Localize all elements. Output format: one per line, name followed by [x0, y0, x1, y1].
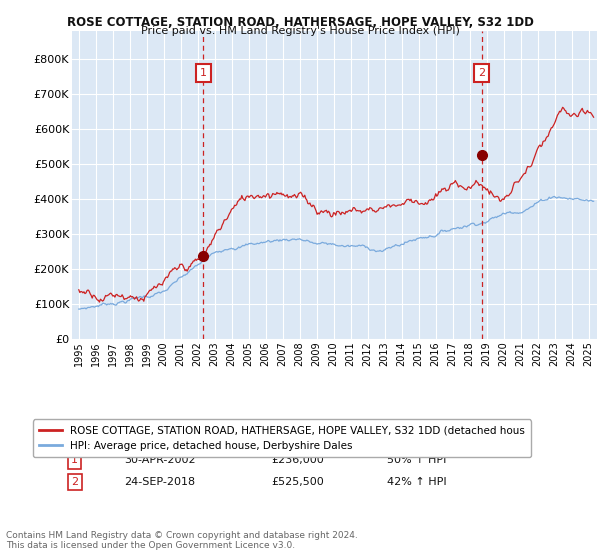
- Text: ROSE COTTAGE, STATION ROAD, HATHERSAGE, HOPE VALLEY, S32 1DD: ROSE COTTAGE, STATION ROAD, HATHERSAGE, …: [67, 16, 533, 29]
- Text: Contains HM Land Registry data © Crown copyright and database right 2024.
This d: Contains HM Land Registry data © Crown c…: [6, 530, 358, 550]
- Text: £236,000: £236,000: [271, 455, 324, 465]
- Text: 50% ↑ HPI: 50% ↑ HPI: [387, 455, 446, 465]
- Text: £525,500: £525,500: [271, 477, 324, 487]
- Text: 2: 2: [71, 477, 78, 487]
- Text: 1: 1: [71, 455, 78, 465]
- Text: 2: 2: [478, 68, 485, 78]
- Legend: ROSE COTTAGE, STATION ROAD, HATHERSAGE, HOPE VALLEY, S32 1DD (detached hous, HPI: ROSE COTTAGE, STATION ROAD, HATHERSAGE, …: [32, 419, 531, 457]
- Text: 24-SEP-2018: 24-SEP-2018: [125, 477, 196, 487]
- Text: 30-APR-2002: 30-APR-2002: [125, 455, 196, 465]
- Text: 42% ↑ HPI: 42% ↑ HPI: [387, 477, 446, 487]
- Text: 1: 1: [200, 68, 207, 78]
- Text: Price paid vs. HM Land Registry's House Price Index (HPI): Price paid vs. HM Land Registry's House …: [140, 26, 460, 36]
